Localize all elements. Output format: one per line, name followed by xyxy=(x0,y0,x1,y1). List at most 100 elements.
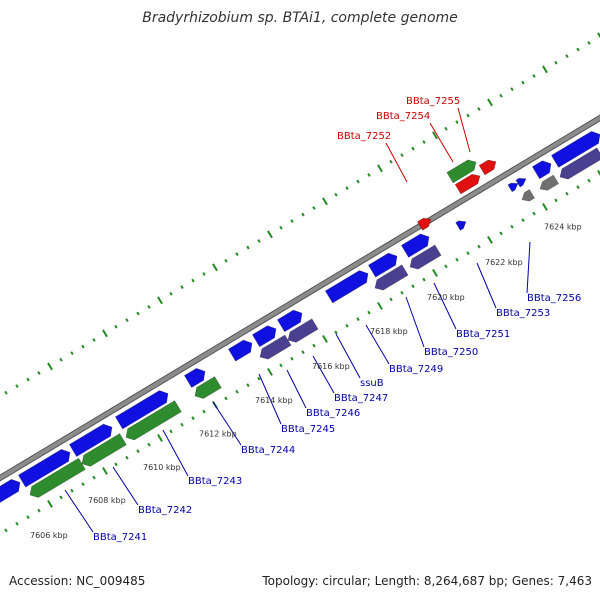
tick-mark-inner xyxy=(312,343,316,348)
gene-label[interactable]: BBta_7249 xyxy=(389,364,443,375)
gene-label[interactable]: BBta_7256 xyxy=(527,293,581,304)
gene-label[interactable]: BBta_7253 xyxy=(496,308,550,319)
small-forward-gene xyxy=(515,177,527,188)
ruler-label: 7622 kbp xyxy=(485,258,523,267)
tick-mark-inner xyxy=(180,422,184,427)
gene-label[interactable]: BBta_7246 xyxy=(306,408,360,419)
tick-mark-inner xyxy=(576,185,580,190)
tick-mark-outer xyxy=(191,278,195,283)
tick-mark-inner xyxy=(521,218,525,223)
label-leader-line xyxy=(433,282,457,330)
tick-mark-outer xyxy=(180,285,184,290)
tick-mark-outer xyxy=(92,338,96,342)
red-feature xyxy=(417,217,432,231)
tick-mark-inner xyxy=(432,269,438,277)
green-feature xyxy=(125,400,182,441)
tick-mark-inner xyxy=(279,363,283,368)
tick-mark-outer xyxy=(565,54,569,59)
tick-mark-outer xyxy=(499,93,503,98)
tick-mark-outer xyxy=(202,272,206,276)
tick-mark-outer xyxy=(487,98,493,107)
tick-mark-outer xyxy=(377,164,383,173)
label-leader-line xyxy=(405,296,425,348)
label-leader-line xyxy=(286,369,307,409)
tick-mark-outer xyxy=(59,357,63,362)
gene-label[interactable]: ssuB xyxy=(360,378,384,389)
tick-mark-inner xyxy=(136,449,140,454)
tick-mark-outer xyxy=(169,291,173,296)
label-leader-line xyxy=(212,401,242,446)
gene-label-highlighted[interactable]: BBta_7254 xyxy=(376,111,430,122)
label-leader-line xyxy=(365,324,390,365)
tick-mark-outer xyxy=(521,80,525,85)
small-forward-gene xyxy=(455,220,467,231)
tick-mark-outer xyxy=(301,212,305,217)
genome-title: Bradyrhizobium sp. BTAi1, complete genom… xyxy=(142,10,458,26)
tick-mark-outer xyxy=(47,362,53,371)
label-leader-line xyxy=(457,107,471,153)
gene-label[interactable]: BBta_7242 xyxy=(138,505,192,516)
gene-label[interactable]: BBta_7245 xyxy=(281,424,335,435)
tick-mark-outer xyxy=(597,32,600,39)
gene-label[interactable]: BBta_7244 xyxy=(241,445,295,456)
tick-mark-inner xyxy=(301,350,305,355)
tick-mark-outer xyxy=(400,153,404,158)
tick-mark-inner xyxy=(169,429,173,434)
tick-mark-outer xyxy=(510,87,514,92)
gene-label-highlighted[interactable]: BBta_7252 xyxy=(337,131,391,142)
genome-summary: Topology: circular; Length: 8,264,687 bp… xyxy=(262,574,592,588)
gene-label[interactable]: BBta_7243 xyxy=(188,476,242,487)
ruler-label: 7620 kbp xyxy=(427,293,465,302)
tick-mark-inner xyxy=(565,191,569,196)
tick-mark-inner xyxy=(597,170,600,176)
red-feature xyxy=(478,159,497,176)
labels: 7606 kbp 7608 kbp 7610 kbp 7612 kbp 7614 kbp… xyxy=(30,96,582,543)
tick-mark-outer xyxy=(81,344,85,349)
tick-mark-inner xyxy=(102,467,108,475)
label-leader-line xyxy=(385,142,408,183)
tick-mark-inner xyxy=(455,257,459,262)
tick-mark-outer xyxy=(102,329,108,338)
tick-mark-outer xyxy=(235,252,239,257)
tick-mark-inner xyxy=(477,244,481,249)
gene-features xyxy=(0,130,600,503)
ruler-label: 7610 kbp xyxy=(143,463,181,472)
green-feature-above xyxy=(446,159,477,184)
tick-mark-inner xyxy=(444,264,448,269)
gene-label-highlighted[interactable]: BBta_7255 xyxy=(406,96,460,107)
tick-mark-inner xyxy=(377,302,383,310)
gene-label[interactable]: BBta_7241 xyxy=(93,532,147,543)
gene-label[interactable]: BBta_7250 xyxy=(424,347,478,358)
forward-gene xyxy=(531,160,552,180)
forward-gene xyxy=(114,390,169,430)
tick-mark-outer xyxy=(26,377,30,382)
tick-mark-inner xyxy=(356,317,360,322)
tick-mark-inner xyxy=(224,396,228,401)
tick-mark-outer xyxy=(290,219,294,224)
tick-mark-inner xyxy=(554,198,558,203)
label-leader-line xyxy=(429,122,454,163)
tick-mark-outer xyxy=(267,230,273,239)
grey-feature xyxy=(539,174,559,191)
label-leader-line xyxy=(335,333,361,379)
tick-mark-outer xyxy=(246,245,250,250)
forward-gene xyxy=(324,270,369,304)
tick-mark-outer xyxy=(532,74,536,78)
tick-mark-outer xyxy=(455,120,459,125)
tick-mark-inner xyxy=(47,500,53,508)
reverse-gene xyxy=(374,264,409,291)
genome-backbone xyxy=(0,114,600,482)
ruler-label: 7624 kbp xyxy=(544,223,582,232)
tick-mark-inner xyxy=(499,231,503,236)
tick-mark-inner xyxy=(81,482,85,487)
tick-mark-inner xyxy=(267,368,273,376)
accession-text: Accession: NC_009485 xyxy=(9,574,146,588)
tick-mark-inner xyxy=(26,515,30,520)
label-leader-line xyxy=(258,373,282,425)
tick-mark-inner xyxy=(345,323,349,328)
reverse-gene xyxy=(559,147,600,180)
label-leader-line xyxy=(476,262,497,309)
gene-label[interactable]: BBta_7247 xyxy=(334,393,388,404)
gene-label[interactable]: BBta_7251 xyxy=(456,329,510,340)
tick-mark-inner xyxy=(367,310,371,315)
